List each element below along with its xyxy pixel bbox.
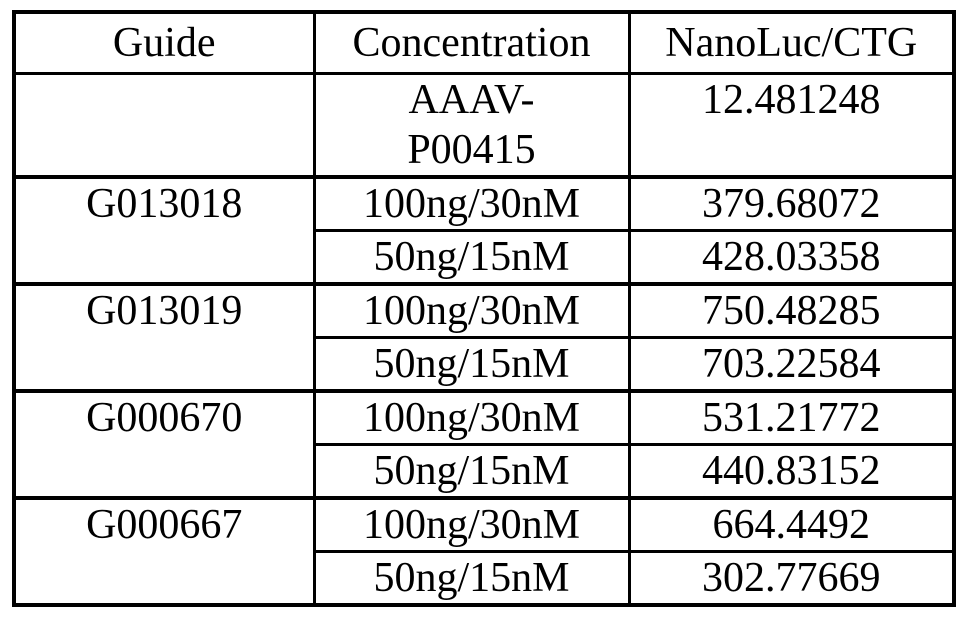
concentration-cell: 50ng/15nM	[312, 336, 631, 393]
guide-cell	[12, 72, 316, 179]
table-row-aaav: AAAV- P00415 12.481248	[12, 72, 956, 179]
concentration-cell: AAAV- P00415	[312, 72, 631, 179]
value-cell: 750.48285	[627, 282, 956, 339]
value-cell: 379.68072	[627, 175, 956, 232]
column-header-nanoluc-ctg: NanoLuc/CTG	[627, 10, 956, 75]
table-row-g013019-50ng: 50ng/15nM 703.22584	[14, 336, 956, 393]
guide-cell: G013019	[12, 282, 316, 393]
value-cell: 531.21772	[627, 389, 956, 446]
table-row-g000670-50ng: 50ng/15nM 440.83152	[14, 443, 956, 500]
header-row: Guide Concentration NanoLuc/CTG	[12, 10, 956, 75]
table-row-g000667-100ng: G000667 100ng/30nM 664.4492	[12, 496, 956, 607]
column-header-guide: Guide	[12, 10, 316, 75]
concentration-cell: 100ng/30nM	[312, 496, 631, 553]
table-row-g013018-100ng: G013018 100ng/30nM 379.68072	[12, 175, 956, 286]
concentration-cell: 50ng/15nM	[312, 229, 631, 286]
guide-cell: G013018	[12, 175, 316, 286]
value-cell: 302.77669	[627, 550, 956, 607]
value-cell: 703.22584	[627, 336, 956, 393]
table-row-g013019-100ng: G013019 100ng/30nM 750.48285	[12, 282, 956, 393]
value-cell: 664.4492	[627, 496, 956, 553]
guide-cell: G000670	[12, 389, 316, 500]
guide-cell: G000667	[12, 496, 316, 607]
table-row-g013018-50ng: 50ng/15nM 428.03358	[14, 229, 956, 286]
table-row-g000670-100ng: G000670 100ng/30nM 531.21772	[12, 389, 956, 500]
results-table: Guide Concentration NanoLuc/CTG AAAV- P0…	[12, 10, 956, 607]
column-header-concentration: Concentration	[312, 10, 631, 75]
concentration-cell: 100ng/30nM	[312, 389, 631, 446]
concentration-cell: 100ng/30nM	[312, 282, 631, 339]
table-row-g000667-50ng: 50ng/15nM 302.77669	[14, 550, 956, 607]
value-cell: 428.03358	[627, 229, 956, 286]
concentration-cell: 100ng/30nM	[312, 175, 631, 232]
value-cell: 440.83152	[627, 443, 956, 500]
concentration-cell: 50ng/15nM	[312, 550, 631, 607]
value-cell: 12.481248	[627, 72, 956, 179]
concentration-cell: 50ng/15nM	[312, 443, 631, 500]
